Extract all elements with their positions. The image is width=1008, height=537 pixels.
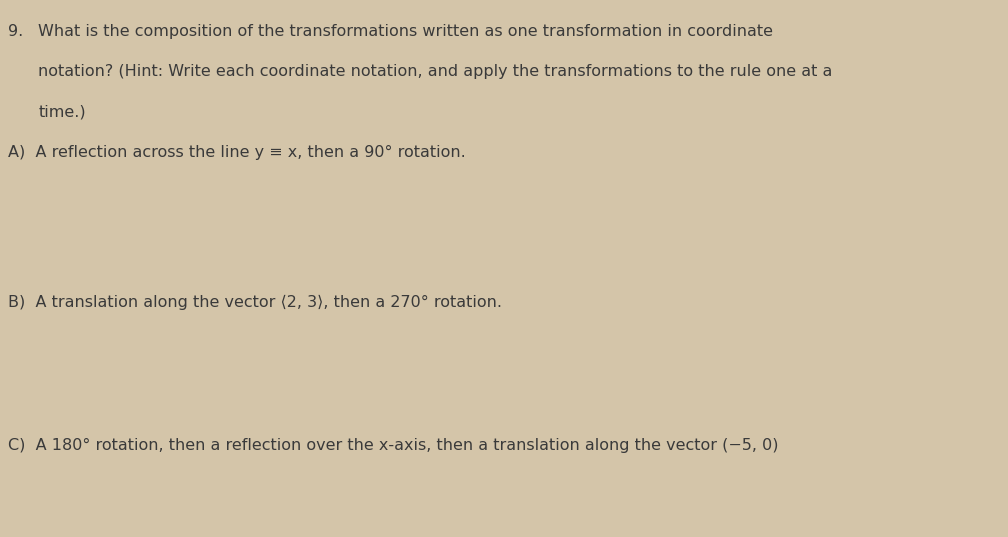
Text: notation? (Hint: Write each coordinate notation, and apply the transformations t: notation? (Hint: Write each coordinate n… <box>38 64 833 79</box>
Text: C)  A 180° rotation, then a reflection over the x-axis, then a translation along: C) A 180° rotation, then a reflection ov… <box>8 438 778 453</box>
Text: B)  A translation along the vector ⟨2, 3⟩, then a 270° rotation.: B) A translation along the vector ⟨2, 3⟩… <box>8 295 502 310</box>
Text: 9.: 9. <box>8 24 23 39</box>
Text: time.): time.) <box>38 105 86 120</box>
Text: A)  A reflection across the line y ≡ x, then a 90° rotation.: A) A reflection across the line y ≡ x, t… <box>8 145 466 160</box>
Text: What is the composition of the transformations written as one transformation in : What is the composition of the transform… <box>38 24 773 39</box>
